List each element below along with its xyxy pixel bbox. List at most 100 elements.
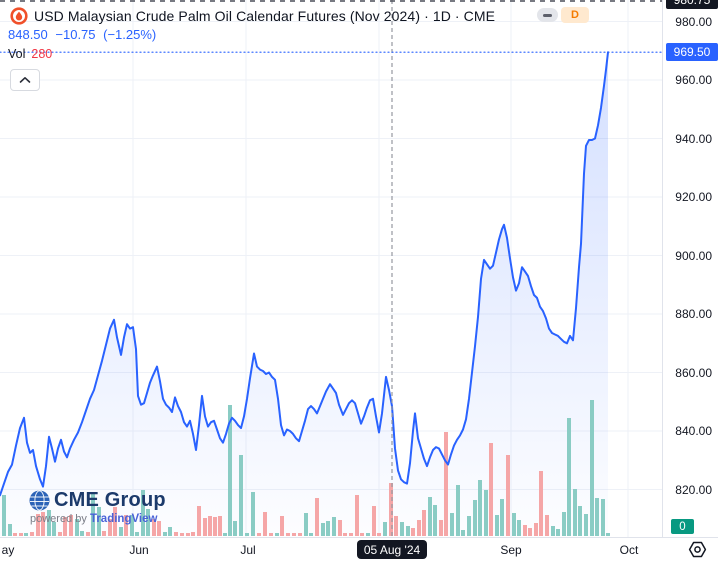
volume-bar <box>562 512 566 536</box>
tradingview-link[interactable]: TradingView <box>89 513 158 525</box>
volume-bar <box>141 490 145 536</box>
volume-bar <box>400 522 404 536</box>
volume-bar <box>315 498 319 536</box>
volume-bar <box>218 516 222 536</box>
volume-bar <box>366 533 370 536</box>
volume-bar <box>567 418 571 536</box>
volume-bar <box>36 514 40 536</box>
volume-bar <box>500 499 504 536</box>
volume-bar <box>461 530 465 536</box>
volume-bar <box>433 505 437 536</box>
volume-bar <box>186 533 190 536</box>
price-axis-label: 940.00 <box>675 131 712 146</box>
price-axis-label: 920.00 <box>675 190 712 204</box>
commodity-droplet-icon <box>10 7 28 25</box>
symbol-title[interactable]: USD Malaysian Crude Palm Oil Calendar Fu… <box>34 8 496 24</box>
volume-bar <box>377 533 381 536</box>
volume-bar <box>191 532 195 536</box>
volume-bar <box>30 532 34 536</box>
price-line <box>0 51 609 497</box>
volume-bar <box>269 533 273 536</box>
volume-bar <box>551 526 555 536</box>
volume-bar <box>41 512 45 536</box>
volume-bar <box>355 495 359 536</box>
volume-bar <box>58 532 62 536</box>
volume-bar <box>233 521 237 536</box>
volume-bar <box>168 527 172 536</box>
pane-settings-icon[interactable] <box>688 541 707 558</box>
volume-bar <box>223 533 227 536</box>
volume-bar <box>228 405 232 536</box>
volume-bar <box>478 480 482 536</box>
volume-bar <box>383 522 387 536</box>
footer-brand: CME Group powered by TradingView <box>29 489 166 525</box>
volume-bar <box>428 497 432 536</box>
volume-bar <box>69 515 73 536</box>
volume-bar <box>556 529 560 536</box>
volume-bar <box>338 520 342 536</box>
volume-bar <box>545 515 549 536</box>
volume-bar <box>484 490 488 536</box>
price-axis-label: 900.00 <box>675 248 712 263</box>
powered-by-label: powered by <box>30 513 87 525</box>
last-value: 848.50 <box>8 27 48 42</box>
volume-bar <box>590 400 594 536</box>
volume-bar <box>512 513 516 536</box>
volume-bar <box>578 506 582 536</box>
price-axis-label: 880.00 <box>675 307 712 321</box>
volume-bar <box>163 532 167 536</box>
volume-bar <box>213 517 217 536</box>
volume-bar <box>439 520 443 536</box>
volume-bar <box>444 432 448 536</box>
change-percent: (−1.25%) <box>103 27 157 42</box>
volume-bar <box>411 528 415 536</box>
volume-bar <box>63 517 67 536</box>
volume-bar <box>349 533 353 536</box>
price-axis-label: 860.00 <box>675 365 712 380</box>
volume-bar <box>75 519 79 536</box>
volume-bar <box>280 516 284 536</box>
volume-bar <box>146 509 150 536</box>
legend-more-button[interactable] <box>537 8 558 22</box>
price-area-fill <box>0 52 608 536</box>
volume-bar <box>584 514 588 536</box>
volume-bar <box>332 517 336 536</box>
last-price-badge: 969.50 <box>666 43 718 62</box>
price-axis-label: 840.00 <box>675 424 712 438</box>
volume-bar <box>309 533 313 536</box>
volume-bar <box>8 524 12 536</box>
change-value: −10.75 <box>55 27 96 42</box>
volume-bar <box>534 523 538 536</box>
volume-value: 280 <box>31 47 53 61</box>
interval-badge[interactable]: D <box>561 7 589 23</box>
chart-canvas[interactable] <box>0 0 662 537</box>
crosshair-price-badge: 980.75 <box>666 0 718 9</box>
time-axis-label: Oct <box>619 543 639 557</box>
volume-bar <box>489 443 493 536</box>
volume-bar <box>180 533 184 536</box>
volume-bar <box>80 531 84 536</box>
volume-bar <box>124 515 128 536</box>
minus-icon <box>543 13 552 17</box>
time-axis-label: Jun <box>129 543 149 557</box>
collapse-legend-button[interactable] <box>10 69 40 91</box>
volume-bar <box>52 522 56 536</box>
volume-bar <box>360 533 364 536</box>
volume-bar <box>152 519 156 536</box>
volume-bar <box>389 483 393 536</box>
volume-bar <box>19 533 23 536</box>
volume-bar <box>197 506 201 536</box>
cme-group-logo-text: CME Group <box>54 489 166 511</box>
price-axis-label: 960.00 <box>675 73 712 87</box>
chevron-up-icon <box>19 77 31 83</box>
price-axis[interactable]: 980.75 969.50 0 980.00 960.00 940.00 920.00… <box>662 0 718 537</box>
volume-bar <box>467 516 471 536</box>
volume-label[interactable]: Vol <box>8 47 26 61</box>
volume-bar <box>304 513 308 536</box>
volume-bar <box>298 533 302 536</box>
volume-bar <box>86 532 90 536</box>
time-axis[interactable]: 05 Aug '24 ay Jun Jul Sep Oct <box>0 537 718 561</box>
volume-bar <box>239 455 243 536</box>
volume-bar <box>47 510 51 536</box>
time-axis-label: Jul <box>240 543 256 557</box>
